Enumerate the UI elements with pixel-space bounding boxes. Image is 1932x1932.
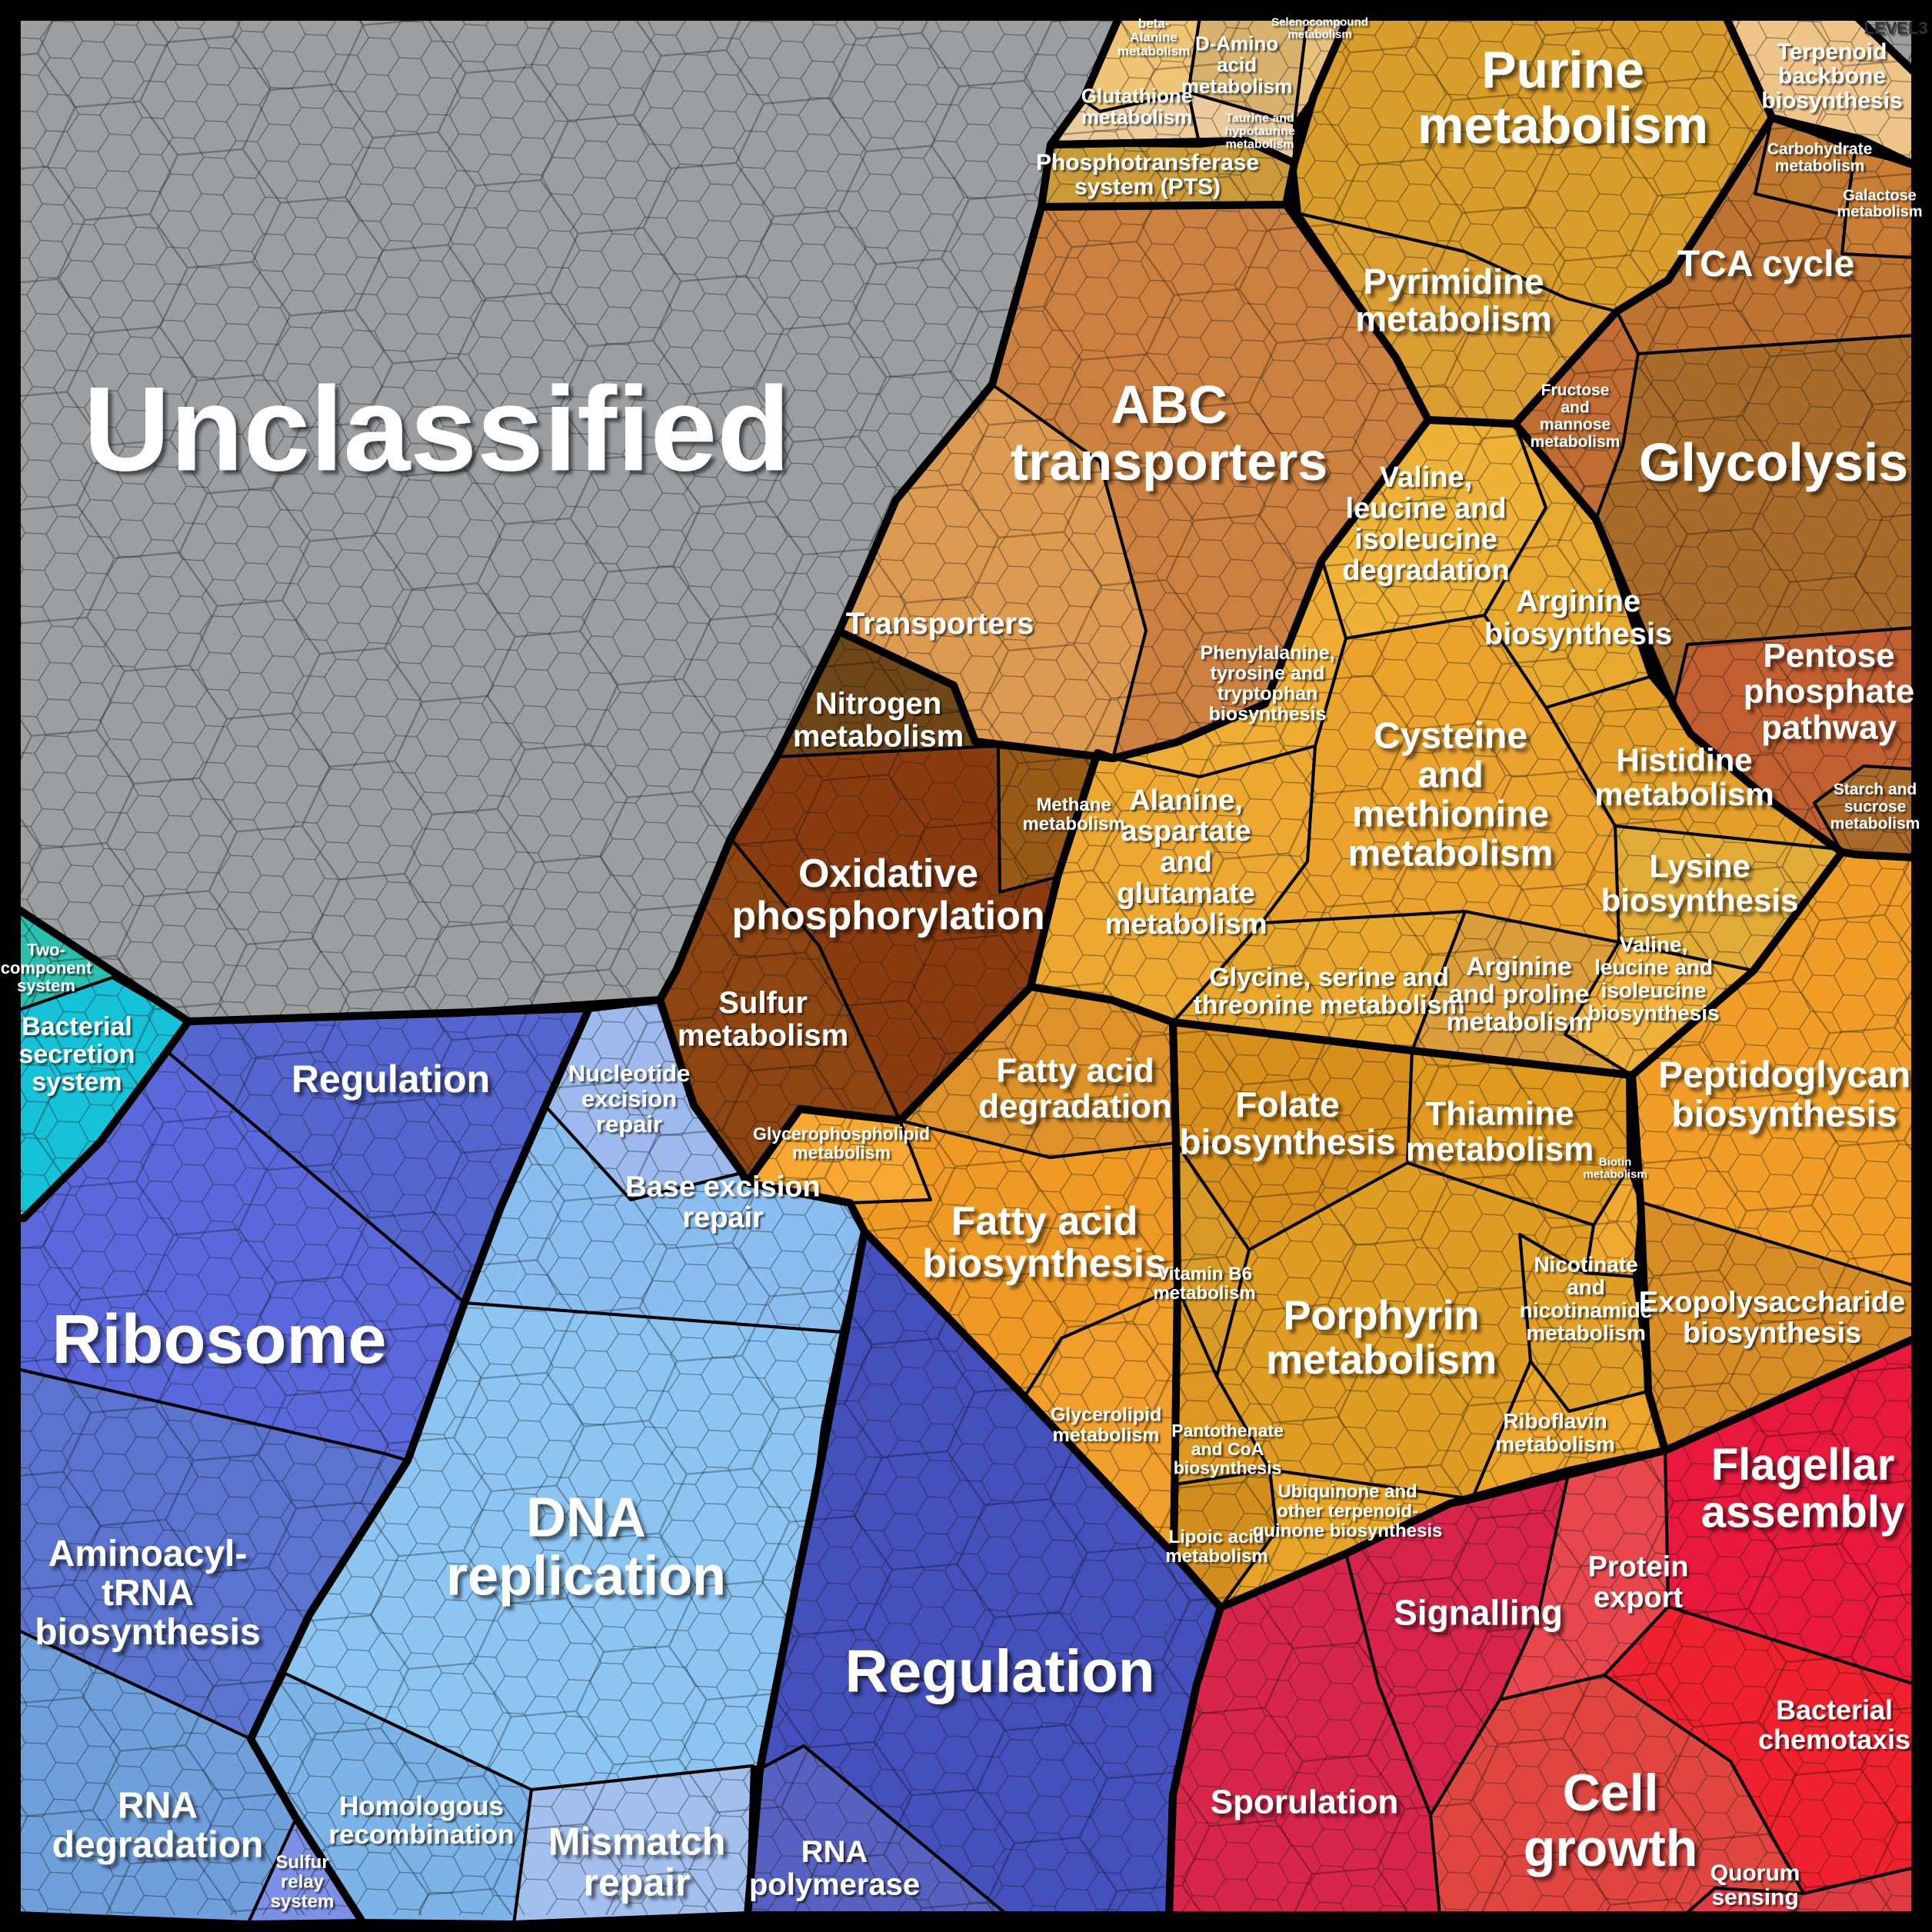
svg-text:TCA cycle: TCA cycle (1677, 244, 1854, 285)
svg-text:LEVEL3: LEVEL3 (1864, 18, 1927, 38)
svg-text:Sporulation: Sporulation (1211, 1784, 1398, 1821)
svg-text:Ribosome: Ribosome (52, 1301, 386, 1378)
svg-text:Regulation: Regulation (845, 1637, 1155, 1705)
svg-text:Signalling: Signalling (1394, 1592, 1563, 1632)
svg-text:Glycolysis: Glycolysis (1639, 432, 1908, 492)
svg-text:Unclassified: Unclassified (83, 362, 790, 496)
svg-text:Transporters: Transporters (846, 607, 1034, 641)
svg-text:Regulation: Regulation (291, 1058, 490, 1101)
